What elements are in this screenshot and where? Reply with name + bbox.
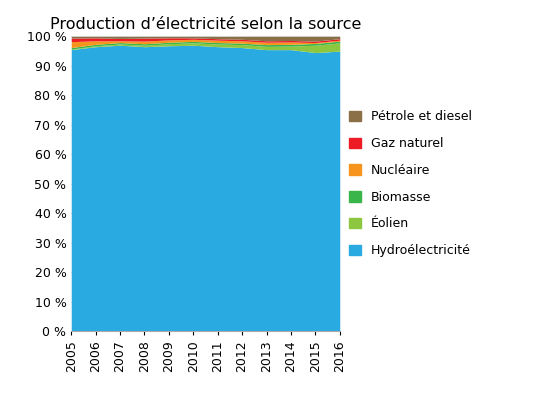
Legend: Pétrole et diesel, Gaz naturel, Nucléaire, Biomasse, Éolien, Hydroélectricité: Pétrole et diesel, Gaz naturel, Nucléair…	[349, 110, 472, 257]
Title: Production d’électricité selon la source: Production d’électricité selon la source	[50, 17, 361, 32]
